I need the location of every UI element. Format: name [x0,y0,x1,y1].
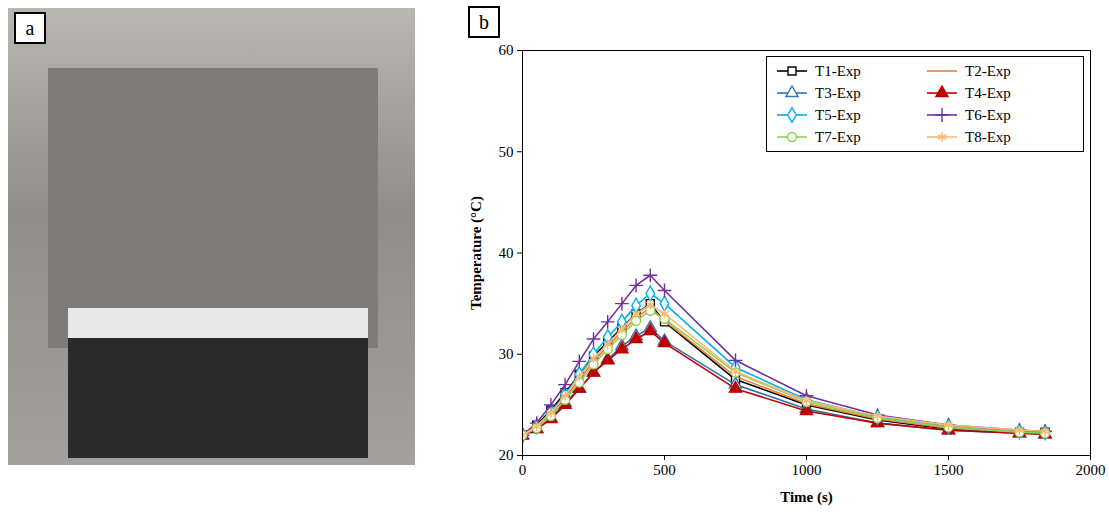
svg-text:Time (s): Time (s) [780,489,833,506]
html-text:T3-Exp: T3-Exp [815,84,861,101]
svg-text:20: 20 [499,447,514,463]
html-text:T1-Exp: T1-Exp [815,62,861,79]
html-text:T6-Exp: T6-Exp [965,106,1011,123]
html-text:b: b [479,11,489,33]
svg-text:Temperature (°C): Temperature (°C) [468,196,485,310]
html-text:T2-Exp: T2-Exp [965,62,1011,79]
svg-text:30: 30 [499,346,514,362]
svg-text:50: 50 [499,144,514,160]
html-text:T4-Exp: T4-Exp [965,84,1011,101]
svg-text:60: 60 [499,42,514,58]
html-text:T7-Exp: T7-Exp [815,128,861,145]
svg-text:1500: 1500 [934,462,964,478]
svg-text:40: 40 [499,245,514,261]
html-text:a: a [25,17,35,39]
html-text:T8-Exp: T8-Exp [965,128,1011,145]
svg-text:500: 500 [653,462,676,478]
html-text:T5-Exp: T5-Exp [815,106,861,123]
svg-text:2000: 2000 [1076,462,1106,478]
svg-text:1000: 1000 [792,462,822,478]
svg-text:0: 0 [519,462,527,478]
